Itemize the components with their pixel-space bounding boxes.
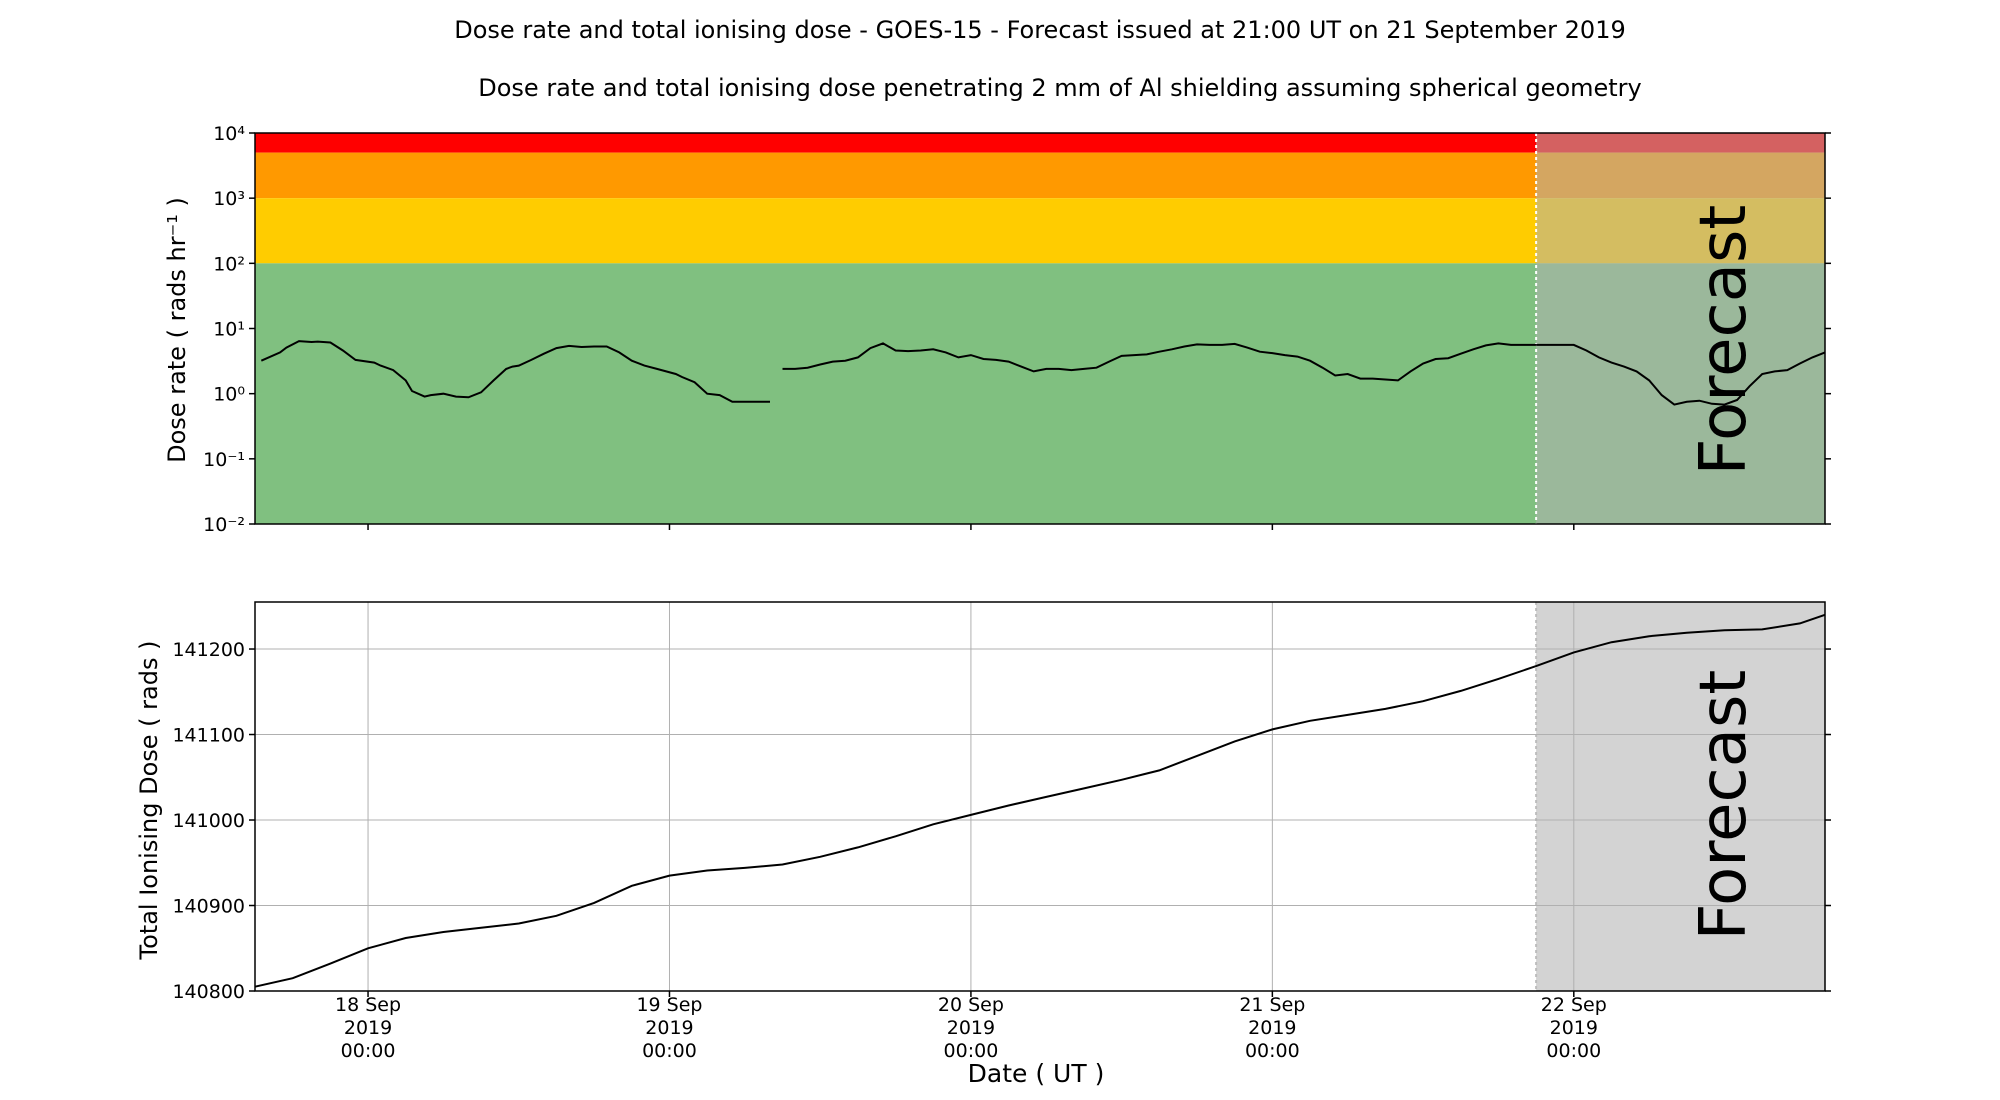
dose-rate-panel: Forecast 10⁻² 10⁻¹ 10⁰ 10¹ 10² 10³ 10⁴ Dose rate… xyxy=(163,123,1831,536)
forecast-label: Forecast xyxy=(1687,205,1761,476)
y-tick-label: 10¹ xyxy=(213,319,245,341)
forecast-region xyxy=(1536,133,1825,524)
y-tick-label: 10⁻² xyxy=(203,514,245,536)
total-dose-frame xyxy=(254,601,1826,992)
x-axis-label: Date ( UT ) xyxy=(968,1059,1105,1088)
x-tick-label: 00:00 xyxy=(341,1040,396,1062)
alert-band-red xyxy=(255,133,1825,153)
x-tick-label: 2019 xyxy=(1550,1017,1598,1039)
x-tick-label: 18 Sep xyxy=(335,994,401,1016)
chart-title: Dose rate and total ionising dose - GOES… xyxy=(454,16,1626,44)
x-tick-label: 2019 xyxy=(1248,1017,1296,1039)
forecast-region xyxy=(1536,602,1825,991)
total-dose-panel: Forecast 140800 140900 141000 141100 141200 18… xyxy=(135,601,1831,1062)
dose-rate-series-3 xyxy=(1536,343,1826,406)
y-tick-label: 10³ xyxy=(213,188,245,210)
dose-rate-series-1 xyxy=(260,340,770,403)
x-tick-label: 2019 xyxy=(947,1017,995,1039)
y-tick-label: 10² xyxy=(213,253,245,275)
dose-rate-series-2 xyxy=(782,342,1537,382)
x-tick-label: 20 Sep xyxy=(938,994,1004,1016)
y-tick-label: 141200 xyxy=(172,639,245,661)
y-tick-label: 141100 xyxy=(172,725,245,747)
y-tick-label: 141000 xyxy=(172,810,245,832)
x-tick-label: 00:00 xyxy=(1245,1040,1300,1062)
x-tick-label: 2019 xyxy=(645,1017,693,1039)
y-tick-label: 140800 xyxy=(172,981,245,1003)
chart-subtitle: Dose rate and total ionising dose penetr… xyxy=(478,74,1642,102)
x-tick-label: 00:00 xyxy=(944,1040,999,1062)
y-tick-label: 10⁰ xyxy=(213,384,245,406)
dose-rate-y-label: Dose rate ( rads hr⁻¹ ) xyxy=(163,197,191,463)
y-tick-label: 10⁻¹ xyxy=(203,449,245,471)
x-tick-label: 00:00 xyxy=(642,1040,697,1062)
y-tick-label: 10⁴ xyxy=(213,123,245,145)
x-tick-label: 2019 xyxy=(344,1017,392,1039)
y-tick-label: 140900 xyxy=(172,896,245,918)
x-tick-label: 19 Sep xyxy=(636,994,702,1016)
x-tick-label: 21 Sep xyxy=(1239,994,1305,1016)
forecast-label: Forecast xyxy=(1687,670,1761,941)
total-dose-series xyxy=(254,613,1826,988)
x-tick-label: 00:00 xyxy=(1546,1040,1601,1062)
total-dose-y-label: Total Ionising Dose ( rads ) xyxy=(135,641,163,961)
x-tick-label: 22 Sep xyxy=(1541,994,1607,1016)
